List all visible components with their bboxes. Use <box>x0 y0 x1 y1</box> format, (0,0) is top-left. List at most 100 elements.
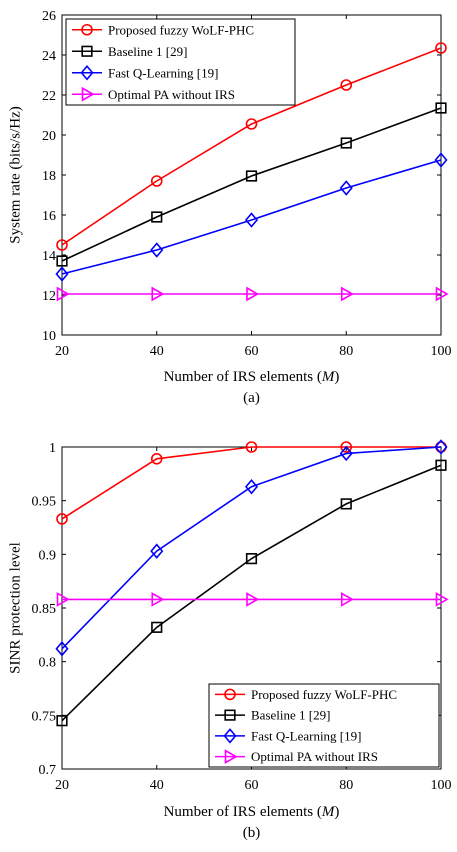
y-tick-label: 14 <box>42 249 56 264</box>
x-tick-label: 60 <box>245 778 259 793</box>
data-point <box>340 79 353 91</box>
data-point <box>244 478 259 495</box>
data-point <box>245 441 258 453</box>
x-axis-label-variable: M <box>321 804 336 820</box>
series-line <box>61 446 441 520</box>
data-point <box>246 592 260 607</box>
y-tick-label: 0.9 <box>39 548 57 563</box>
legend-entry: Baseline 1 [29] <box>251 708 330 723</box>
data-point <box>150 543 164 559</box>
series-triangle-right <box>56 286 449 302</box>
y-tick-label: 0.8 <box>39 656 57 671</box>
legend-marker <box>81 23 93 36</box>
data-point <box>151 592 165 607</box>
data-point <box>56 286 70 302</box>
legend-marker <box>224 688 236 701</box>
legend-marker <box>80 65 94 81</box>
x-axis-label-text: Number of IRS elements ( <box>164 804 322 820</box>
x-axis-label: Number of IRS elements (M) <box>164 369 340 385</box>
chart-a-system-rate: 20 40 60 80 100 10 12 14 16 18 20 22 24 26 System rate… <box>7 9 451 406</box>
series-square <box>56 459 447 727</box>
x-axis-label-text: Number of IRS elements ( <box>164 369 322 385</box>
data-point <box>434 439 448 455</box>
series-line <box>61 159 442 275</box>
data-point <box>435 286 449 302</box>
legend-marker <box>224 749 238 765</box>
series-line <box>61 464 442 722</box>
series-line <box>61 107 442 262</box>
legend-box <box>208 683 440 768</box>
x-tick-label: 60 <box>245 344 259 359</box>
x-tick-label: 80 <box>339 778 353 793</box>
series-triangle-right <box>56 592 449 607</box>
y-tick-label: 26 <box>42 9 56 24</box>
data-point <box>56 592 70 607</box>
series-diamond <box>55 152 448 282</box>
chart-b-sinr-protection: 20 40 60 80 100 0.7 0.75 0.8 0.85 0.9 0.95 1 SINR pr… <box>7 439 452 841</box>
data-point <box>340 592 354 607</box>
data-point <box>246 286 260 302</box>
x-tick-label: 100 <box>431 778 452 793</box>
series-line <box>61 446 442 650</box>
x-axis-label: Number of IRS elements (M) <box>164 804 340 820</box>
data-point <box>245 118 258 130</box>
x-tick-label: 20 <box>55 344 69 359</box>
series-circle <box>56 42 447 251</box>
data-point <box>150 175 163 187</box>
data-point <box>435 592 449 607</box>
data-point <box>151 286 165 302</box>
y-tick-label: 0.95 <box>32 495 57 510</box>
y-tick-label: 12 <box>42 289 56 304</box>
y-tick-label: 24 <box>42 49 56 64</box>
data-point <box>150 453 163 465</box>
data-point <box>339 445 353 462</box>
y-tick-label: 0.75 <box>32 709 57 724</box>
data-point <box>340 137 352 149</box>
x-tick-label: 80 <box>339 344 353 359</box>
data-point <box>151 211 163 223</box>
figure-caption: (b) <box>243 825 261 841</box>
series-line <box>61 47 442 246</box>
x-tick-label: 40 <box>150 344 164 359</box>
x-axis-label-variable: M <box>321 369 336 385</box>
legend-entry: Optimal PA without IRS <box>108 87 235 102</box>
data-point <box>435 42 447 54</box>
y-tick-label: 0.85 <box>32 602 57 617</box>
legend-marker <box>223 728 237 744</box>
data-point <box>151 621 163 633</box>
data-point <box>56 715 68 727</box>
legend-marker <box>81 45 93 57</box>
legend-entry: Proposed fuzzy WoLF-PHC <box>251 687 397 702</box>
figure-caption: (a) <box>243 390 260 406</box>
legend-entry: Fast Q-Learning [19] <box>108 65 218 80</box>
data-point <box>339 180 353 196</box>
x-tick-label: 20 <box>55 778 69 793</box>
y-tick-label: 10 <box>42 329 56 344</box>
series-diamond <box>55 439 448 657</box>
y-tick-label: 18 <box>42 169 56 184</box>
legend-entry: Baseline 1 [29] <box>108 44 187 59</box>
legend-entry: Proposed fuzzy WoLF-PHC <box>108 22 254 37</box>
y-tick-label: 16 <box>42 209 56 224</box>
data-point <box>150 242 164 258</box>
data-point <box>56 255 68 267</box>
data-point <box>55 641 69 657</box>
x-tick-label: 40 <box>150 778 164 793</box>
legend-box <box>65 18 296 106</box>
y-tick-label: 20 <box>42 129 56 144</box>
x-axis-label-close: ) <box>334 369 339 385</box>
legend-marker <box>224 709 236 721</box>
data-point <box>435 459 447 471</box>
y-tick-label: 1 <box>49 441 56 456</box>
data-point <box>434 152 448 168</box>
data-point <box>340 286 354 302</box>
y-axis-label: System rate (bits/s/Hz) <box>7 106 23 243</box>
data-point <box>56 239 68 251</box>
data-point <box>56 513 68 525</box>
data-point <box>245 553 258 565</box>
legend-marker <box>81 86 95 102</box>
legend-entry: Optimal PA without IRS <box>251 749 378 764</box>
data-point <box>340 441 353 453</box>
series-square <box>56 102 447 267</box>
